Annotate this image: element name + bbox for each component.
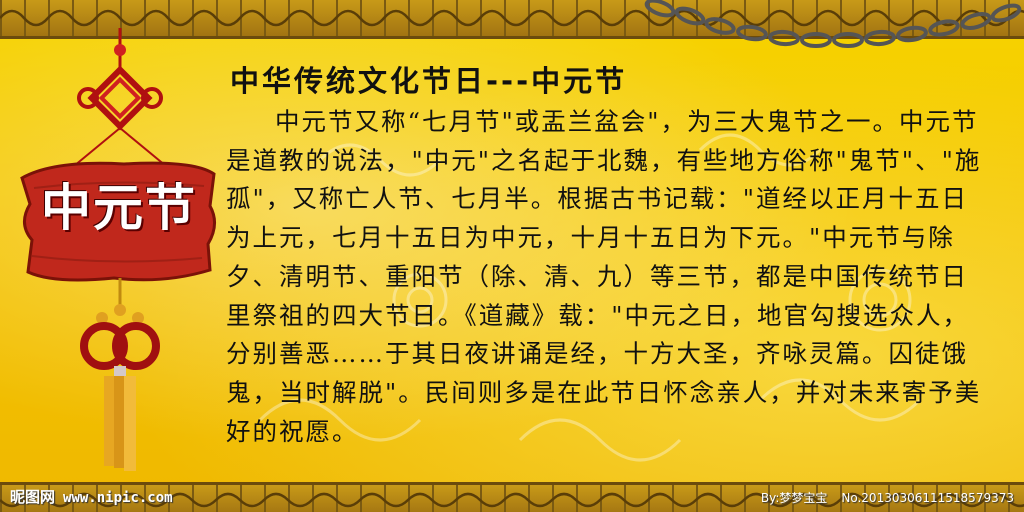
site-watermark: 昵图网 www.nipic.com [10,486,173,507]
wooden-sign [20,161,216,282]
top-ornamental-border [0,0,1024,39]
site-url: www.nipic.com [63,490,173,506]
body-text: 中元节又称“七月节"或盂兰盆会"，为三大鬼节之一。中元节是道教的说法，"中元"之… [226,107,982,446]
hanging-ornament [20,28,216,471]
site-name: 昵图网 [10,488,56,506]
page-title: 中华传统文化节日---中元节 [230,64,628,98]
image-number: No.20130306111518579373 [841,491,1014,505]
author-watermark: By:梦梦宝宝 No.20130306111518579373 [747,489,1014,506]
bottom-ornamental-border [0,482,1024,512]
tassel-icon [80,278,160,471]
chain-icon [644,0,1022,48]
sign-text: 中元节 [41,178,197,237]
chinese-knot-icon [73,28,167,167]
author-name: By:梦梦宝宝 [760,491,828,505]
